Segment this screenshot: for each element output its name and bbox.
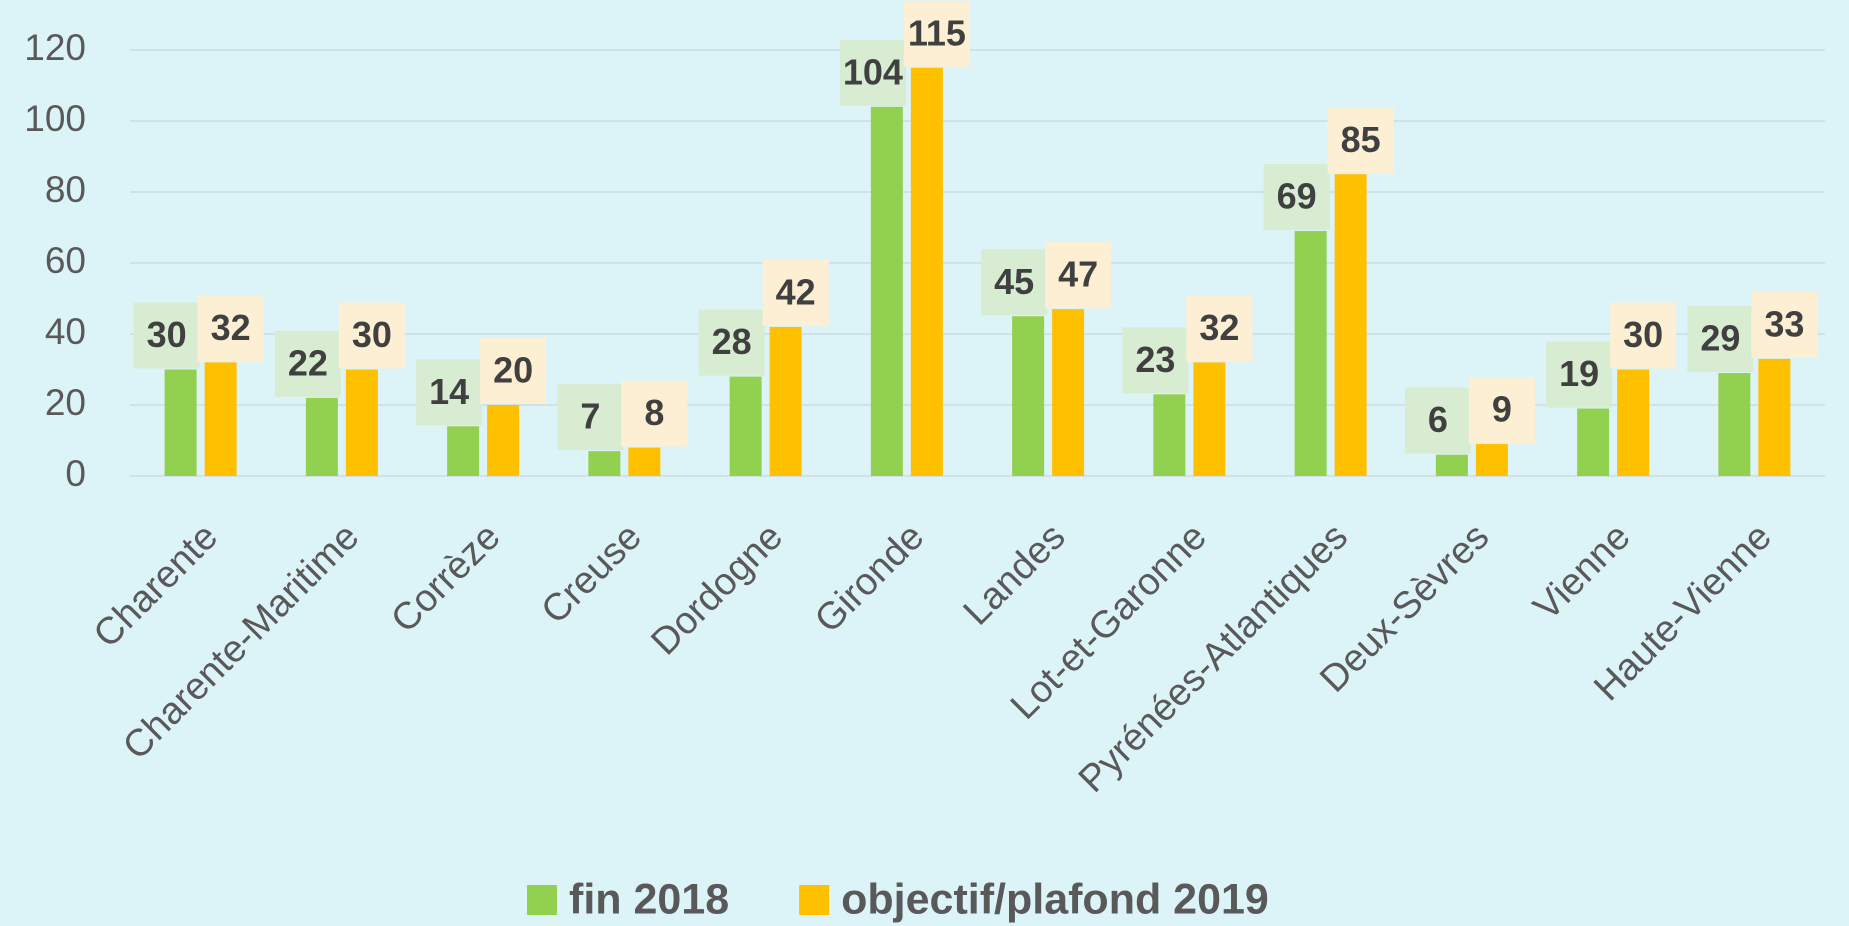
data-label: 42 <box>776 271 816 312</box>
data-label: 30 <box>147 314 187 355</box>
data-label: 32 <box>211 307 251 348</box>
bar <box>1153 394 1186 476</box>
bar <box>204 362 237 476</box>
data-label: 9 <box>1492 389 1512 430</box>
data-label: 69 <box>1277 176 1317 217</box>
data-label: 33 <box>1764 303 1804 344</box>
data-label: 28 <box>712 321 752 362</box>
data-label-bg <box>416 359 483 426</box>
y-tick-label: 40 <box>45 311 86 352</box>
data-label-bg <box>1610 302 1677 369</box>
y-tick-label: 20 <box>45 382 86 423</box>
bar <box>345 369 378 476</box>
bar <box>487 405 520 476</box>
data-label-bg <box>903 0 970 67</box>
data-label-bg <box>1186 295 1253 362</box>
bar <box>1012 316 1045 476</box>
data-label: 20 <box>493 350 533 391</box>
data-label: 32 <box>1199 307 1239 348</box>
bar <box>1718 373 1751 476</box>
data-label-bg <box>1546 341 1613 408</box>
data-label-bg <box>981 249 1048 316</box>
legend-label: objectif/plafond 2019 <box>841 875 1269 923</box>
data-label: 19 <box>1559 353 1599 394</box>
bar <box>1294 231 1327 476</box>
legend-swatch <box>527 885 557 915</box>
data-label-bg <box>698 309 765 376</box>
data-label: 104 <box>843 51 903 92</box>
bar <box>1334 174 1367 476</box>
data-label: 22 <box>288 342 328 383</box>
data-label: 8 <box>644 392 664 433</box>
data-label: 14 <box>429 371 469 412</box>
bar <box>588 451 621 476</box>
data-label: 45 <box>994 261 1034 302</box>
bar <box>628 447 661 476</box>
data-label-bg <box>839 39 906 106</box>
data-label-bg <box>1327 107 1394 174</box>
legend-swatch <box>799 885 830 915</box>
bar <box>447 426 480 476</box>
data-label-bg <box>621 380 688 447</box>
bar <box>1475 444 1508 476</box>
data-label-bg <box>1263 164 1330 231</box>
data-label-bg <box>1468 377 1535 444</box>
y-tick-label: 0 <box>65 453 86 494</box>
data-label-bg <box>197 295 264 362</box>
bar <box>164 369 197 476</box>
data-label-bg <box>133 302 200 369</box>
bar <box>1193 362 1226 476</box>
data-label-bg <box>1045 242 1112 309</box>
data-label: 23 <box>1135 339 1175 380</box>
y-tick-label: 100 <box>24 98 86 139</box>
data-label: 115 <box>908 12 966 53</box>
data-label-bg <box>480 338 547 404</box>
bar <box>910 67 943 476</box>
data-label: 7 <box>580 396 600 437</box>
data-label-bg <box>1122 327 1189 394</box>
data-label-bg <box>338 302 405 369</box>
y-tick-label: 60 <box>45 240 86 281</box>
y-tick-label: 80 <box>45 169 86 210</box>
bar <box>1052 309 1085 476</box>
bar <box>729 376 762 476</box>
bar <box>1435 454 1468 476</box>
data-label-bg <box>1751 291 1818 358</box>
data-label-bg <box>762 259 829 326</box>
data-label: 30 <box>1623 314 1663 355</box>
legend-label: fin 2018 <box>569 875 729 923</box>
data-label: 29 <box>1700 318 1740 359</box>
bar <box>1617 369 1650 476</box>
y-tick-label: 120 <box>24 27 86 68</box>
data-label: 85 <box>1341 119 1381 160</box>
bar <box>305 397 338 476</box>
data-label: 47 <box>1058 254 1098 295</box>
data-label-bg <box>1404 387 1471 454</box>
bar <box>1577 408 1610 476</box>
bar <box>1758 358 1791 476</box>
bar <box>769 326 802 476</box>
data-label-bg <box>274 330 341 397</box>
data-label: 30 <box>352 314 392 355</box>
data-label: 6 <box>1428 399 1448 440</box>
data-label-bg <box>1687 306 1754 373</box>
data-label-bg <box>557 384 624 451</box>
bar <box>870 106 903 477</box>
